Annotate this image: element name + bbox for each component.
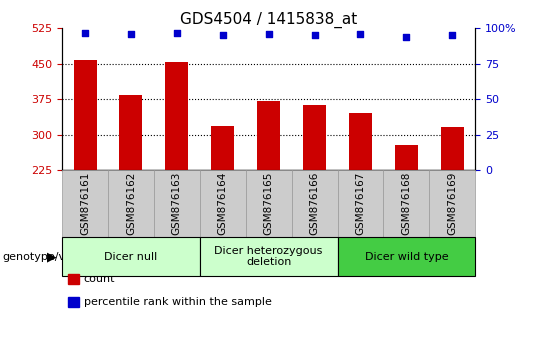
- Bar: [119, 95, 143, 170]
- Text: GSM876161: GSM876161: [80, 172, 90, 235]
- Bar: [349, 113, 372, 170]
- Point: [126, 31, 135, 37]
- Bar: [211, 126, 234, 170]
- Text: GSM876169: GSM876169: [447, 172, 457, 235]
- Text: genotype/variation: genotype/variation: [3, 252, 109, 262]
- Text: Dicer null: Dicer null: [104, 252, 158, 262]
- Bar: [441, 127, 464, 170]
- Bar: [257, 102, 280, 170]
- Text: GSM876165: GSM876165: [264, 172, 274, 235]
- Bar: [395, 145, 418, 170]
- Text: GSM876163: GSM876163: [172, 172, 182, 235]
- Text: GSM876162: GSM876162: [126, 172, 136, 235]
- Text: GSM876166: GSM876166: [309, 172, 320, 235]
- Point: [448, 33, 456, 38]
- Point: [172, 30, 181, 35]
- Text: GSM876168: GSM876168: [401, 172, 411, 235]
- Point: [310, 33, 319, 38]
- Point: [356, 31, 365, 37]
- Text: Dicer heterozygous
deletion: Dicer heterozygous deletion: [214, 246, 323, 268]
- Point: [81, 30, 90, 35]
- Text: ▶: ▶: [47, 250, 57, 263]
- Text: percentile rank within the sample: percentile rank within the sample: [84, 297, 272, 307]
- Point: [218, 33, 227, 38]
- Bar: [165, 62, 188, 170]
- Bar: [303, 105, 326, 170]
- Point: [402, 34, 410, 40]
- Point: [265, 31, 273, 37]
- Text: GSM876164: GSM876164: [218, 172, 228, 235]
- Text: count: count: [84, 274, 115, 284]
- Text: Dicer wild type: Dicer wild type: [364, 252, 448, 262]
- Text: GSM876167: GSM876167: [355, 172, 366, 235]
- Title: GDS4504 / 1415838_at: GDS4504 / 1415838_at: [180, 12, 357, 28]
- Bar: [73, 60, 97, 170]
